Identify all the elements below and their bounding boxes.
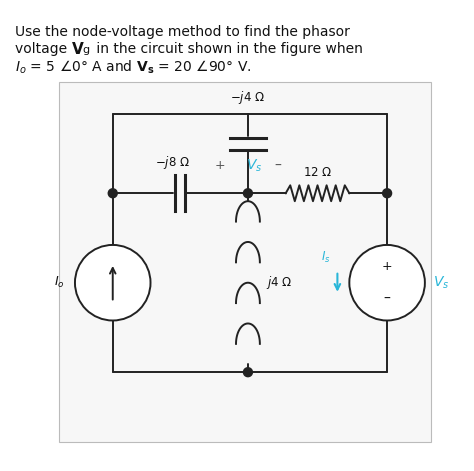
Circle shape [75, 245, 151, 320]
Text: +: + [382, 260, 392, 273]
Text: V: V [72, 42, 84, 57]
Text: Use the node-voltage method to find the phasor: Use the node-voltage method to find the … [15, 25, 350, 39]
Text: $V_s$: $V_s$ [433, 275, 449, 291]
Text: $j4\ \Omega$: $j4\ \Omega$ [266, 274, 292, 291]
Text: $-j4\ \Omega$: $-j4\ \Omega$ [230, 89, 265, 106]
Text: $12\ \Omega$: $12\ \Omega$ [303, 166, 332, 179]
Text: –: – [383, 292, 391, 306]
Circle shape [349, 245, 425, 320]
Text: g: g [82, 45, 89, 55]
Text: –: – [274, 158, 281, 172]
Text: $I_o$ = 5 $\angle$0° A and $\bf{V}_s$ = 20 $\angle$90° V.: $I_o$ = 5 $\angle$0° A and $\bf{V}_s$ = … [15, 59, 252, 76]
Text: $-j8\ \Omega$: $-j8\ \Omega$ [155, 154, 190, 171]
Text: in the circuit shown in the figure when: in the circuit shown in the figure when [92, 42, 363, 56]
Text: $I_s$: $I_s$ [321, 250, 330, 265]
Circle shape [108, 189, 117, 198]
Circle shape [244, 368, 253, 377]
Bar [59, 82, 431, 442]
Text: $I_o$: $I_o$ [55, 275, 65, 290]
Circle shape [383, 189, 392, 198]
Text: $V_s$: $V_s$ [246, 157, 262, 174]
Text: voltage: voltage [15, 42, 72, 56]
Circle shape [244, 189, 253, 198]
Text: +: + [215, 159, 226, 172]
